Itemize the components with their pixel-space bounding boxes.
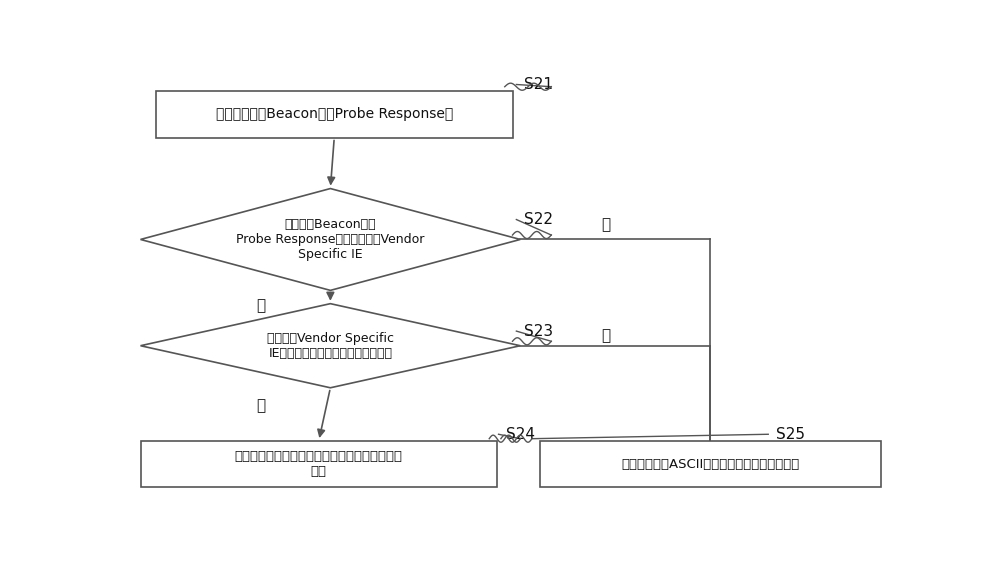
Text: 终端设备接收Beacon帧和Probe Response帧: 终端设备接收Beacon帧和Probe Response帧 [216,108,453,121]
Text: 终端设备按照指定的服务集标识的编码格式进行
解码: 终端设备按照指定的服务集标识的编码格式进行 解码 [235,450,403,478]
Text: S25: S25 [776,427,805,442]
Text: S22: S22 [524,212,553,227]
Text: S21: S21 [524,77,553,92]
Polygon shape [140,304,520,388]
Text: 是: 是 [256,398,265,413]
Bar [156,91,512,137]
Text: 判断所述Beacon帧和
Probe Response帧中是否包含Vendor
Specific IE: 判断所述Beacon帧和 Probe Response帧中是否包含Vendor … [236,218,425,261]
Text: S24: S24 [506,427,535,442]
Text: 判断所述Vendor Specific
IE中是否包含服务集标识的编码格式: 判断所述Vendor Specific IE中是否包含服务集标识的编码格式 [267,332,394,360]
Bar [540,441,881,488]
Text: 是: 是 [256,298,265,313]
Text: 否: 否 [601,217,610,232]
Bar [140,441,497,488]
Text: S23: S23 [524,324,553,339]
Text: 终端设备按照ASCII格式对服务集标识进行解码: 终端设备按照ASCII格式对服务集标识进行解码 [621,458,799,471]
Text: 否: 否 [601,328,610,343]
Polygon shape [140,189,520,290]
